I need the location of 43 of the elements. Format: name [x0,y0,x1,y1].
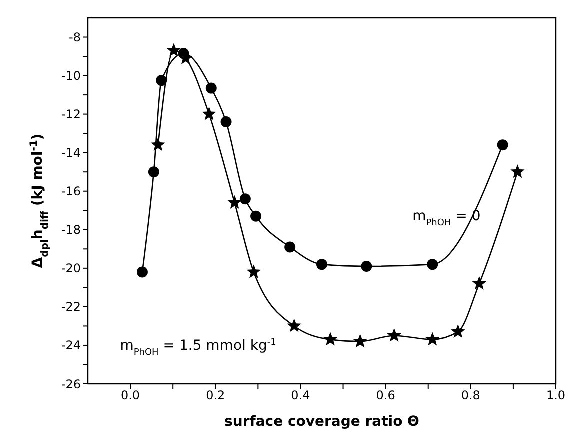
point [361,260,372,272]
point [287,318,302,332]
point [451,324,466,338]
point [156,75,168,86]
point [353,334,368,348]
x-tick-label: 1.0 [546,388,566,403]
point [148,166,160,178]
point [220,116,232,128]
point [284,242,296,253]
y-tick-label: -24 [61,338,81,353]
y-tick-label: -8 [69,30,81,45]
y-tick-label: -10 [61,69,81,84]
y-tick-label: -12 [61,108,81,122]
x-tick-label: 0.6 [376,388,396,403]
y-tick-label: -26 [61,377,81,392]
point [166,43,182,57]
point [497,140,508,151]
point [425,332,440,346]
y-tick-label: -20 [61,262,81,276]
point [510,164,525,178]
y-tick-label: -16 [61,184,81,199]
y-tick-label: -14 [61,146,81,160]
point [387,328,402,342]
x-tick-label: 0.0 [121,388,140,403]
point [316,259,328,270]
x-tick-label: 0.2 [206,388,226,403]
y-tick-label: -22 [61,300,81,314]
x-tick-label: 0.4 [291,388,310,403]
point [202,106,216,120]
point [228,195,242,209]
point [472,276,487,290]
y-tick-label: -18 [61,223,81,238]
point [323,332,338,346]
x-axis-title: surface coverage ratio Θ [224,414,420,430]
series-label: m$_{PhOH}$ = 1.5 mmol kg$^{-1}$ [120,338,276,358]
point [206,82,217,94]
point [151,138,166,152]
point [427,259,438,270]
point [136,266,148,278]
point [246,264,262,278]
point [240,194,251,205]
x-tick-label: 0.8 [461,388,480,403]
point [250,210,262,222]
